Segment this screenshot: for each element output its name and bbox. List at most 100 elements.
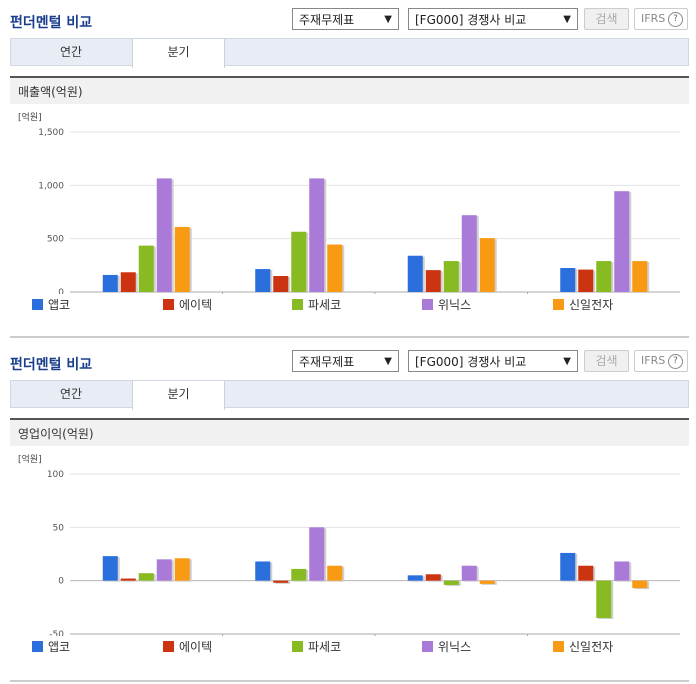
bar [614, 561, 630, 581]
bar [156, 178, 172, 292]
y-tick-label: 0 [58, 288, 64, 294]
bar [327, 565, 343, 581]
bar [327, 244, 343, 292]
y-tick-label: 50 [53, 523, 65, 533]
bar [102, 274, 118, 292]
bar [102, 556, 118, 581]
legend-label: 파세코 [308, 298, 342, 312]
bar [138, 573, 154, 581]
bar [174, 226, 190, 292]
legend-item[interactable]: 신일전자 [553, 640, 613, 654]
statement-type-value: 주재무제표 [299, 13, 355, 27]
compare-group-select[interactable]: [FG000] 경쟁사 비교 ▼ [408, 8, 578, 30]
bar [309, 178, 325, 292]
ifrs-label: IFRS [641, 12, 666, 25]
search-button[interactable]: 검색 [584, 8, 629, 30]
fundamental-section-operating-profit: 펀더멘털 비교 주재무제표 ▼ [FG000] 경쟁사 비교 ▼ 검색 IFRS… [0, 342, 696, 658]
operating-profit-chart: [억원]-500501002023/062023/092023/122024/0… [10, 446, 689, 650]
legend-item[interactable]: 앱코 [32, 640, 70, 654]
chevron-down-icon: ▼ [384, 356, 392, 367]
compare-group-value: [FG000] 경쟁사 비교 [415, 355, 527, 369]
period-tabs: 연간 분기 [10, 380, 689, 410]
revenue-chart: [억원]05001,0001,5002023/062023/092023/122… [10, 104, 689, 308]
ifrs-label: IFRS [641, 354, 666, 367]
legend-label: 위닉스 [438, 298, 472, 312]
bar [596, 261, 612, 292]
y-tick-label: 1,500 [38, 128, 64, 138]
section-title: 펀더멘털 비교 [10, 357, 93, 373]
section-divider [10, 336, 689, 338]
bar [560, 552, 576, 581]
bar [174, 558, 190, 581]
ifrs-button[interactable]: IFRS ? [634, 8, 688, 30]
bar [309, 527, 325, 581]
bar [461, 565, 477, 581]
fundamental-section-revenue: 펀더멘털 비교 주재무제표 ▼ [FG000] 경쟁사 비교 ▼ 검색 IFRS… [0, 0, 696, 316]
legend-swatch [553, 299, 564, 310]
legend-item[interactable]: 에이텍 [163, 298, 212, 312]
chart-legend: 앱코 에이텍 파세코 위닉스 신일전자 [10, 640, 689, 658]
search-button[interactable]: 검색 [584, 350, 629, 372]
bar [596, 580, 612, 618]
revenue-chart-svg: [억원]05001,0001,5002023/062023/092023/122… [18, 111, 680, 308]
unit-label: [억원] [18, 453, 42, 465]
bar [479, 580, 495, 584]
bar [443, 580, 459, 585]
legend-swatch [292, 299, 303, 310]
help-icon[interactable]: ? [668, 12, 683, 27]
unit-label: [억원] [18, 111, 42, 123]
bar [614, 191, 630, 292]
bar [632, 580, 648, 589]
bar [273, 580, 289, 583]
bar [138, 245, 154, 292]
section-divider [10, 680, 689, 682]
legend-label: 신일전자 [569, 298, 614, 312]
legend-label: 파세코 [308, 640, 342, 654]
y-tick-label: -50 [49, 630, 64, 636]
y-tick-label: 0 [58, 577, 64, 587]
chart-legend: 앱코 에이텍 파세코 위닉스 신일전자 [10, 298, 689, 316]
bar [120, 578, 136, 581]
legend-label: 앱코 [48, 298, 71, 312]
statement-type-select[interactable]: 주재무제표 ▼ [292, 8, 399, 30]
tab-quarterly[interactable]: 분기 [132, 39, 225, 68]
help-icon[interactable]: ? [668, 354, 683, 369]
legend-swatch [553, 641, 564, 652]
legend-item[interactable]: 위닉스 [422, 640, 471, 654]
statement-type-value: 주재무제표 [299, 355, 355, 369]
legend-item[interactable]: 위닉스 [422, 298, 471, 312]
compare-group-select[interactable]: [FG000] 경쟁사 비교 ▼ [408, 350, 578, 372]
bar [578, 565, 594, 581]
legend-swatch [32, 641, 43, 652]
bar [255, 561, 271, 581]
section-header: 펀더멘털 비교 주재무제표 ▼ [FG000] 경쟁사 비교 ▼ 검색 IFRS… [0, 342, 696, 380]
tab-annual[interactable]: 연간 [59, 387, 83, 401]
chevron-down-icon: ▼ [384, 14, 392, 25]
section-title: 펀더멘털 비교 [10, 15, 93, 31]
bar [560, 268, 576, 292]
legend-item[interactable]: 신일전자 [553, 298, 613, 312]
bar [291, 231, 307, 292]
legend-item[interactable]: 앱코 [32, 298, 70, 312]
bar [255, 269, 271, 292]
legend-swatch [422, 299, 433, 310]
tab-annual[interactable]: 연간 [59, 45, 83, 59]
section-header: 펀더멘털 비교 주재무제표 ▼ [FG000] 경쟁사 비교 ▼ 검색 IFRS… [0, 0, 696, 38]
bar [425, 270, 441, 292]
legend-label: 에이텍 [179, 640, 213, 654]
legend-swatch [163, 641, 174, 652]
period-tabs: 연간 분기 [10, 38, 689, 68]
legend-item[interactable]: 에이텍 [163, 640, 212, 654]
bar [407, 255, 423, 292]
metric-label: 영업이익(억원) [10, 418, 689, 446]
bar [120, 272, 136, 292]
bar [632, 261, 648, 292]
legend-item[interactable]: 파세코 [292, 298, 341, 312]
ifrs-button[interactable]: IFRS ? [634, 350, 688, 372]
y-tick-label: 1,000 [38, 181, 64, 191]
legend-item[interactable]: 파세코 [292, 640, 341, 654]
legend-label: 에이텍 [179, 298, 213, 312]
statement-type-select[interactable]: 주재무제표 ▼ [292, 350, 399, 372]
tab-quarterly[interactable]: 분기 [132, 381, 225, 410]
legend-swatch [292, 641, 303, 652]
